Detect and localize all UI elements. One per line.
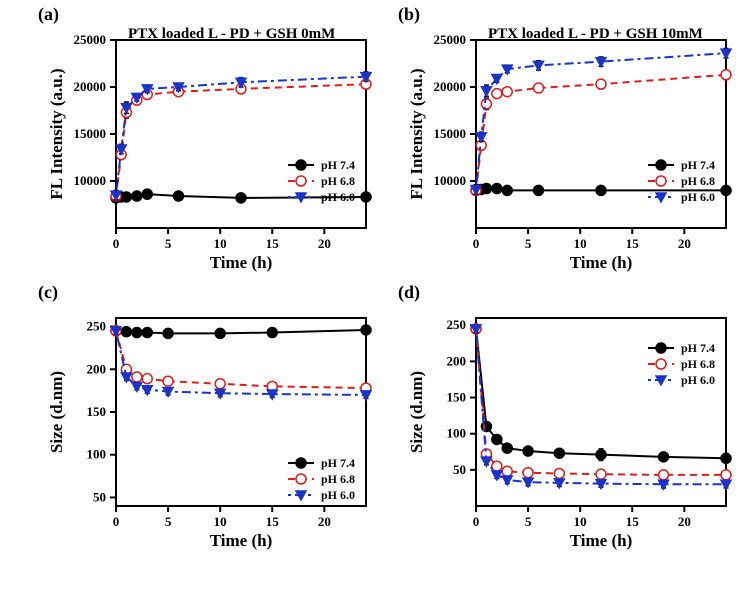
svg-text:0: 0 [113, 514, 120, 529]
svg-text:pH 7.4: pH 7.4 [321, 158, 355, 172]
svg-text:pH 7.4: pH 7.4 [681, 341, 715, 355]
svg-text:100: 100 [87, 447, 107, 462]
svg-text:200: 200 [447, 353, 467, 368]
svg-text:pH 6.0: pH 6.0 [321, 488, 355, 502]
svg-text:pH 6.8: pH 6.8 [321, 472, 355, 486]
svg-text:50: 50 [93, 489, 106, 504]
svg-text:15000: 15000 [434, 126, 467, 141]
svg-text:pH 6.8: pH 6.8 [681, 174, 715, 188]
svg-text:FL Intensity (a.u.): FL Intensity (a.u.) [407, 68, 426, 199]
svg-text:Time (h): Time (h) [210, 253, 273, 272]
svg-text:Size (d.nm): Size (d.nm) [47, 371, 66, 453]
svg-text:25000: 25000 [434, 32, 467, 47]
svg-text:Time (h): Time (h) [570, 253, 633, 272]
svg-text:250: 250 [447, 317, 467, 332]
pd-svg: 0 5 10 15 20 50 100 150 200 250 Time (h) Size (d.nm… [398, 300, 738, 558]
svg-text:pH 6.8: pH 6.8 [321, 174, 355, 188]
svg-text:10: 10 [214, 514, 227, 529]
svg-text:15: 15 [266, 514, 280, 529]
svg-text:pH 7.4: pH 7.4 [321, 456, 355, 470]
svg-text:Size (d.nm): Size (d.nm) [407, 371, 426, 453]
svg-text:10: 10 [574, 236, 587, 251]
svg-text:20000: 20000 [434, 79, 467, 94]
pb-svg: 0 5 10 15 20 10000 15000 20000 25000 Time (h) FL I… [398, 22, 738, 280]
panel-a: 0 5 10 15 20 10000 15000 20000 25000 Time (h) FL I… [38, 22, 378, 280]
svg-text:FL Intensity (a.u.): FL Intensity (a.u.) [47, 68, 66, 199]
svg-text:10: 10 [214, 236, 227, 251]
svg-text:pH 6.0: pH 6.0 [321, 190, 355, 204]
svg-text:20: 20 [678, 236, 691, 251]
svg-text:150: 150 [87, 404, 107, 419]
svg-text:10000: 10000 [74, 173, 107, 188]
svg-text:pH 6.0: pH 6.0 [681, 190, 715, 204]
svg-text:5: 5 [165, 514, 172, 529]
svg-text:10: 10 [574, 514, 587, 529]
svg-text:100: 100 [447, 426, 467, 441]
pa-svg: 0 5 10 15 20 10000 15000 20000 25000 Time (h) FL I… [38, 22, 378, 280]
svg-text:5: 5 [165, 236, 172, 251]
svg-text:10000: 10000 [434, 173, 467, 188]
title-a: PTX loaded L - PD + GSH 0mM [128, 26, 335, 43]
svg-text:15: 15 [266, 236, 280, 251]
figure: { "labels":{"a":"(a)","b":"(b)","c":"(c)… [0, 0, 749, 590]
panel-b: 0 5 10 15 20 10000 15000 20000 25000 Time (h) FL I… [398, 22, 738, 280]
svg-text:20000: 20000 [74, 79, 107, 94]
svg-text:5: 5 [525, 236, 532, 251]
svg-text:15: 15 [626, 236, 640, 251]
svg-text:25000: 25000 [74, 32, 107, 47]
svg-text:150: 150 [447, 390, 467, 405]
svg-text:200: 200 [87, 361, 107, 376]
svg-text:Time (h): Time (h) [210, 531, 273, 550]
svg-text:20: 20 [678, 514, 691, 529]
svg-text:15000: 15000 [74, 126, 107, 141]
svg-text:pH 7.4: pH 7.4 [681, 158, 715, 172]
svg-text:0: 0 [113, 236, 120, 251]
svg-text:50: 50 [453, 462, 466, 477]
svg-text:250: 250 [87, 319, 107, 334]
svg-text:Time (h): Time (h) [570, 531, 633, 550]
svg-text:15: 15 [626, 514, 640, 529]
panel-d: 0 5 10 15 20 50 100 150 200 250 Time (h) Size (d.nm… [398, 300, 738, 558]
svg-text:0: 0 [473, 236, 480, 251]
svg-text:pH 6.0: pH 6.0 [681, 373, 715, 387]
pc-svg: 0 5 10 15 20 50 100 150 200 250 Time (h) Size (d.nm… [38, 300, 378, 558]
svg-text:pH 6.8: pH 6.8 [681, 357, 715, 371]
svg-text:20: 20 [318, 236, 331, 251]
panel-c: 0 5 10 15 20 50 100 150 200 250 Time (h) Size (d.nm… [38, 300, 378, 558]
svg-text:5: 5 [525, 514, 532, 529]
title-b: PTX loaded L - PD + GSH 10mM [488, 26, 703, 43]
svg-text:0: 0 [473, 514, 480, 529]
svg-text:20: 20 [318, 514, 331, 529]
